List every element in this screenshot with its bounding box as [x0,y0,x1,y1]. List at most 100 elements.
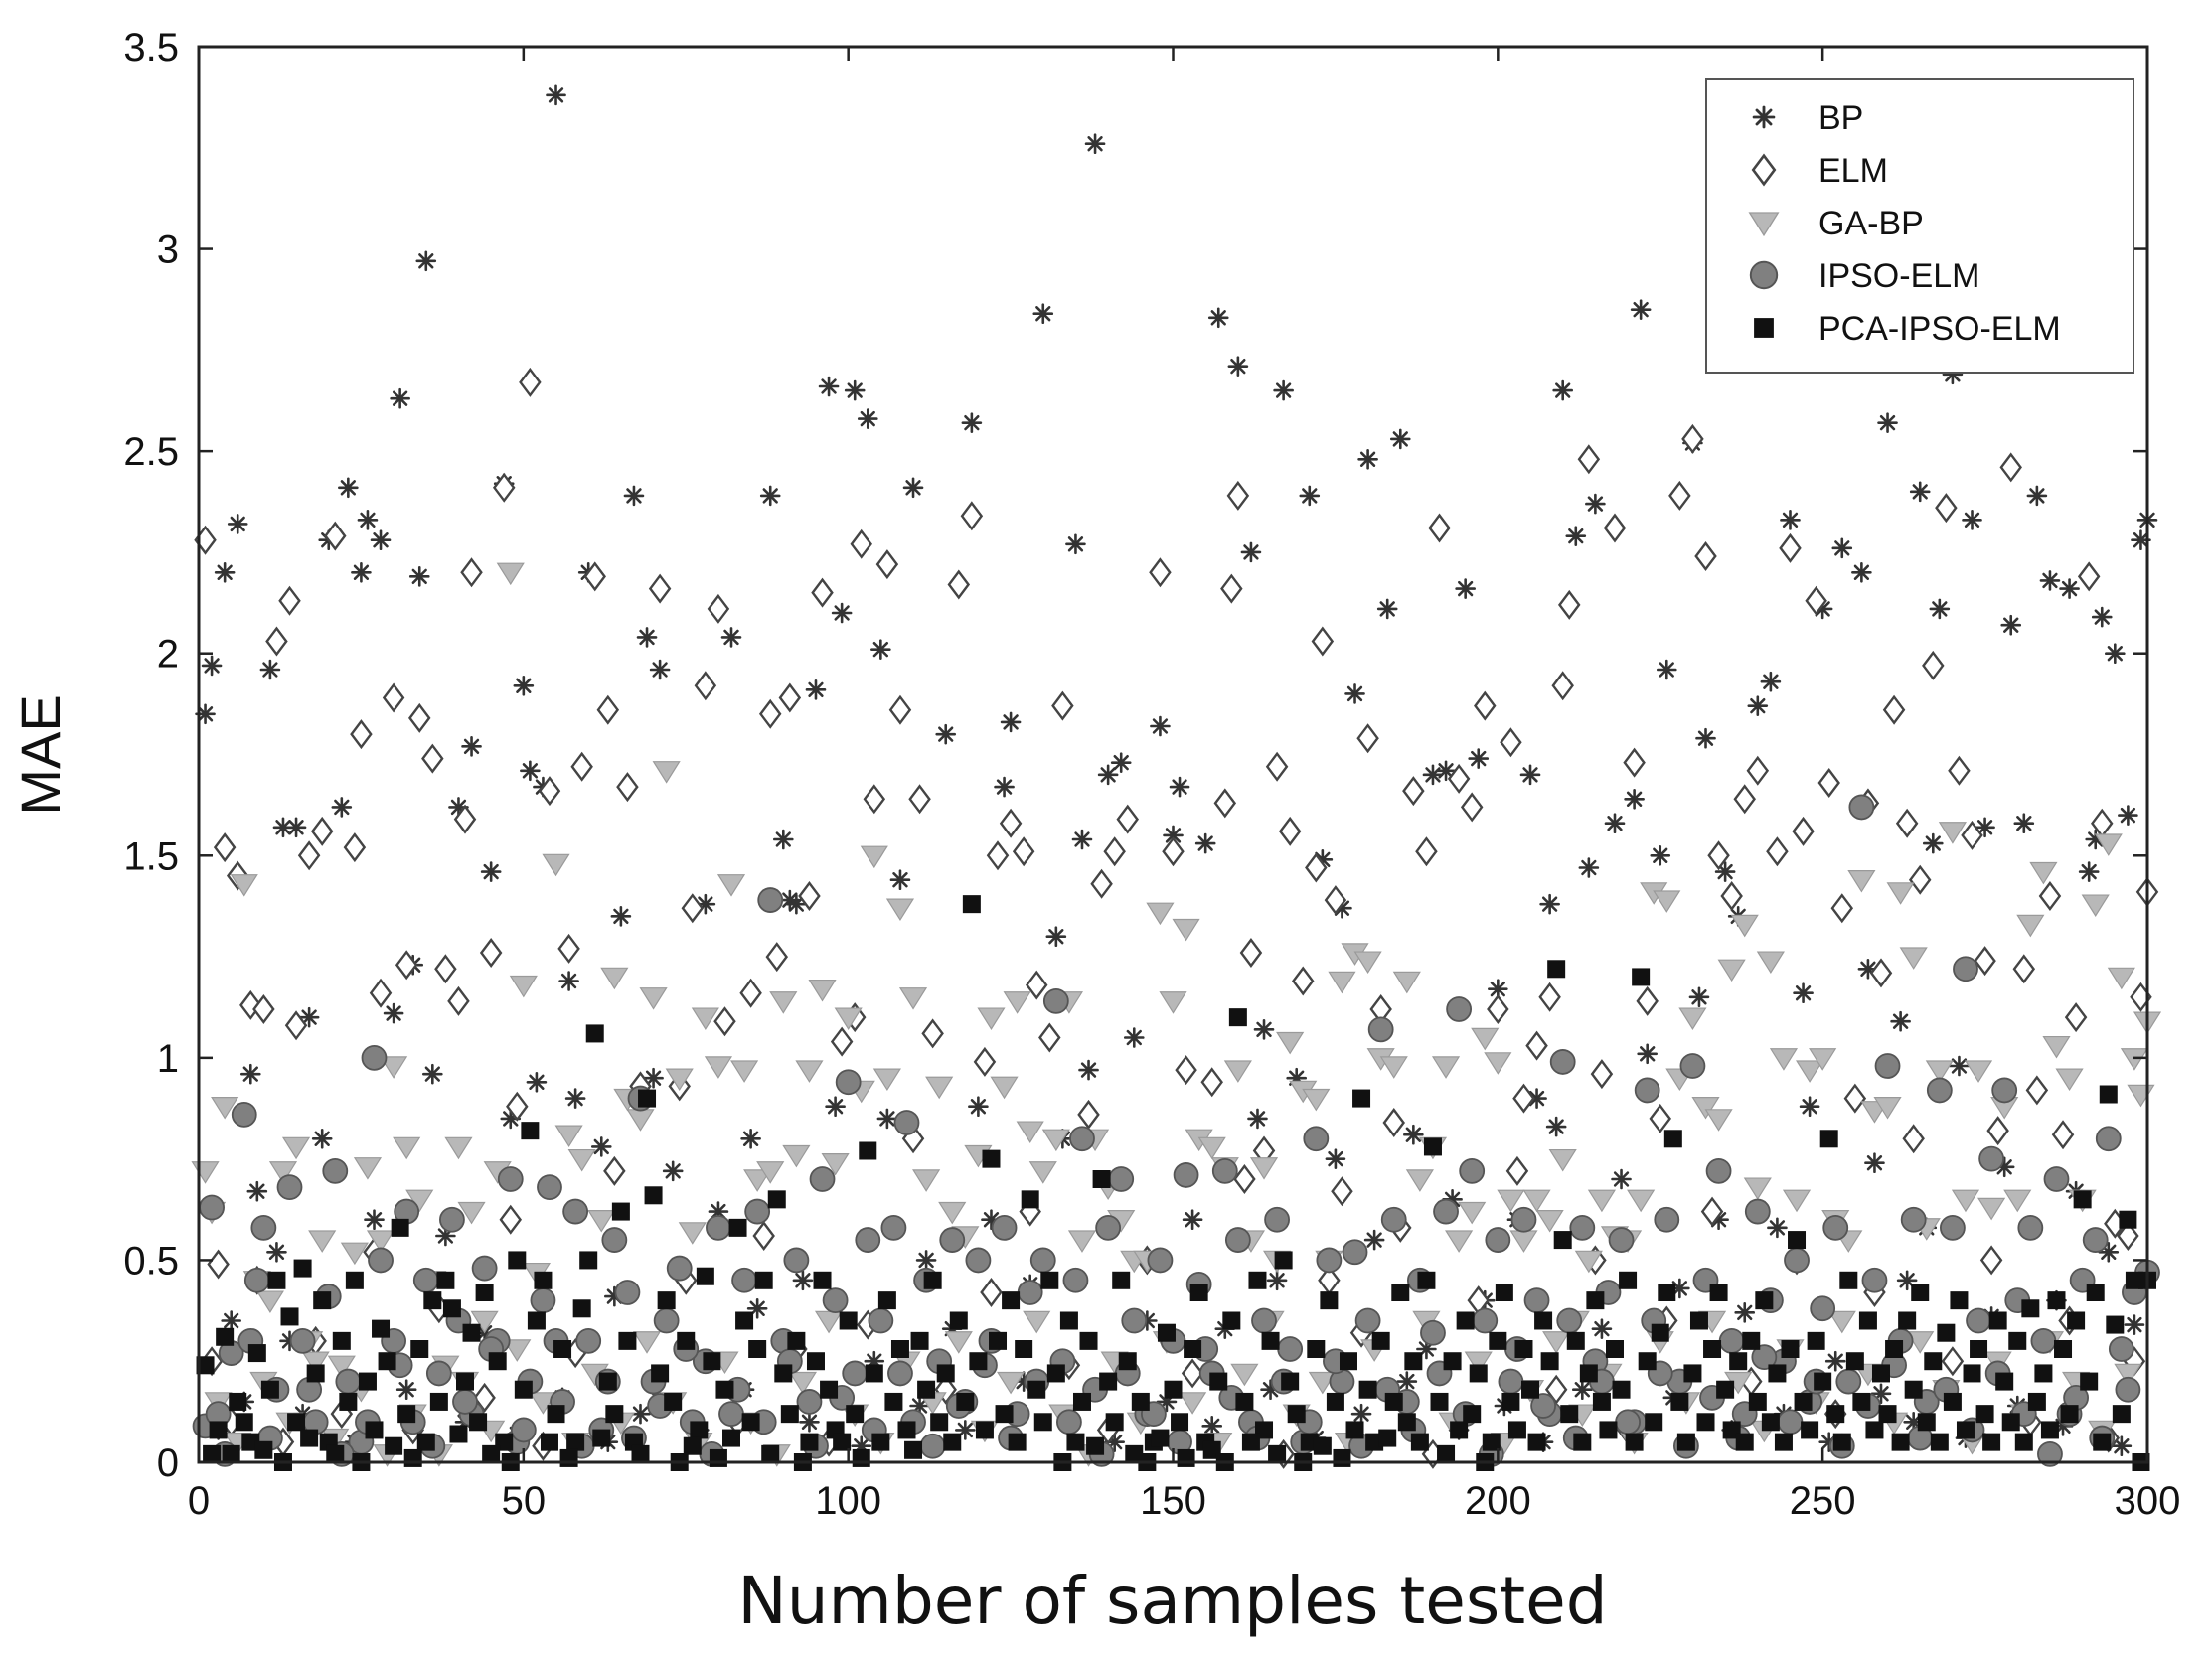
bp-point [961,412,983,433]
elm-point [1746,755,1770,786]
elm-point [999,808,1023,838]
bp-point [461,736,482,757]
elm-point [1805,585,1827,616]
ipso-elm-point [1420,1319,1446,1346]
y-axis-label: MAE [9,694,72,815]
ga-bp-point [1574,1250,1603,1274]
pca-ipso-elm-point [1495,1284,1513,1301]
ipso-elm-point [1173,1162,1199,1188]
elm-point [460,557,483,588]
pca-ipso-elm-point [462,1323,481,1342]
pca-ipso-elm-point [1437,1444,1456,1463]
bp-point [1396,1371,1418,1392]
bp-point [649,659,671,680]
elm-point [1895,808,1919,838]
elm-point [284,1010,308,1041]
pca-ipso-elm-point [1943,1392,1962,1411]
bp-point [1929,598,1951,620]
pca-ipso-elm-point [378,1352,396,1371]
elm-point [908,784,931,815]
pca-ipso-elm-point [1956,1421,1975,1439]
elm-point [1999,452,2022,483]
pca-ipso-elm-point [1924,1352,1943,1371]
ga-bp-point [691,1007,719,1030]
elm-point [1681,423,1704,454]
pca-ipso-elm-point [2093,1433,2112,1451]
legend-item-bp: BP [1752,99,1863,137]
bp-point [662,1160,684,1182]
elm-point [2077,561,2101,592]
elm-point [407,702,431,733]
pca-ipso-elm-point [1663,1130,1682,1148]
ipso-elm-point [1953,956,1978,982]
pca-ipso-elm-point [1703,1340,1722,1358]
ipso-elm-point [1017,1280,1043,1305]
bp-point [1578,857,1600,878]
pca-ipso-elm-point [326,1444,345,1463]
pca-ipso-elm-point [833,1433,852,1451]
elm-point [1428,513,1451,543]
elm-point [863,784,886,815]
pca-ipso-elm-point [1566,1331,1585,1350]
pca-ipso-elm-point [1404,1352,1423,1371]
ipso-elm-point [452,1389,478,1415]
ga-bp-point [678,1222,707,1245]
bp-point [935,723,957,745]
pca-ipso-elm-point [553,1340,572,1358]
pca-ipso-elm-point [391,1218,409,1237]
elm-point [1882,694,1906,725]
ipso-elm-point [783,1247,810,1274]
elm-point [1175,1055,1197,1086]
bp-point [2026,485,2048,507]
ga-bp-point [600,967,629,990]
pca-ipso-elm-point [1112,1271,1131,1289]
ipso-elm-point [887,1360,913,1387]
pca-ipso-elm-point [1222,1311,1241,1330]
bp-point [1519,764,1541,786]
pca-ipso-elm-point [209,1421,228,1439]
bp-point [1565,526,1587,546]
pca-ipso-elm-point [1456,1311,1475,1330]
ga-bp-point [2107,967,2135,990]
bp-point [546,84,566,106]
elm-point [447,985,470,1016]
pca-ipso-elm-point [559,1448,578,1467]
ga-bp-point [860,845,888,869]
ga-bp-point [2029,861,2058,885]
ga-bp-point [808,979,837,1002]
bp-point [1065,533,1086,555]
pca-ipso-elm-point [1410,1433,1429,1451]
ipso-elm-point [1874,1053,1901,1079]
pca-ipso-elm-point [1501,1392,1520,1411]
ga-bp-point [1067,1230,1097,1253]
ga-bp-point [639,987,668,1010]
pca-ipso-elm-point [1839,1271,1858,1289]
pca-ipso-elm-point [1975,1405,1994,1424]
pca-ipso-elm-point [449,1425,468,1443]
ga-bp-point [1016,1121,1044,1143]
ga-bp-point [1445,1230,1474,1253]
bp-point [331,797,353,818]
elm-point [616,772,639,803]
bp-point [1169,776,1190,798]
pca-ipso-elm-point [1891,1433,1910,1451]
elm-point [1512,1083,1535,1114]
bp-point [643,1067,664,1089]
ga-bp-point [1653,890,1681,913]
pca-ipso-elm-point [1463,1405,1482,1424]
pca-ipso-elm-point [1819,1130,1838,1148]
elm-point [1162,836,1185,867]
elm-point [1213,788,1237,819]
ipso-elm-point [991,1214,1018,1241]
pca-ipso-elm-point [2067,1311,2086,1330]
pca-ipso-elm-point [852,1448,870,1467]
ipso-elm-point [1608,1227,1635,1253]
elm-point [297,840,321,871]
pca-ipso-elm-point [1157,1323,1176,1342]
ga-bp-point [1627,1189,1656,1213]
ga-bp-point [1464,1351,1493,1375]
bp-point [1552,379,1573,401]
elm-point [1500,727,1522,758]
pca-ipso-elm-point [709,1448,727,1467]
ipso-elm-point [1354,1307,1381,1334]
